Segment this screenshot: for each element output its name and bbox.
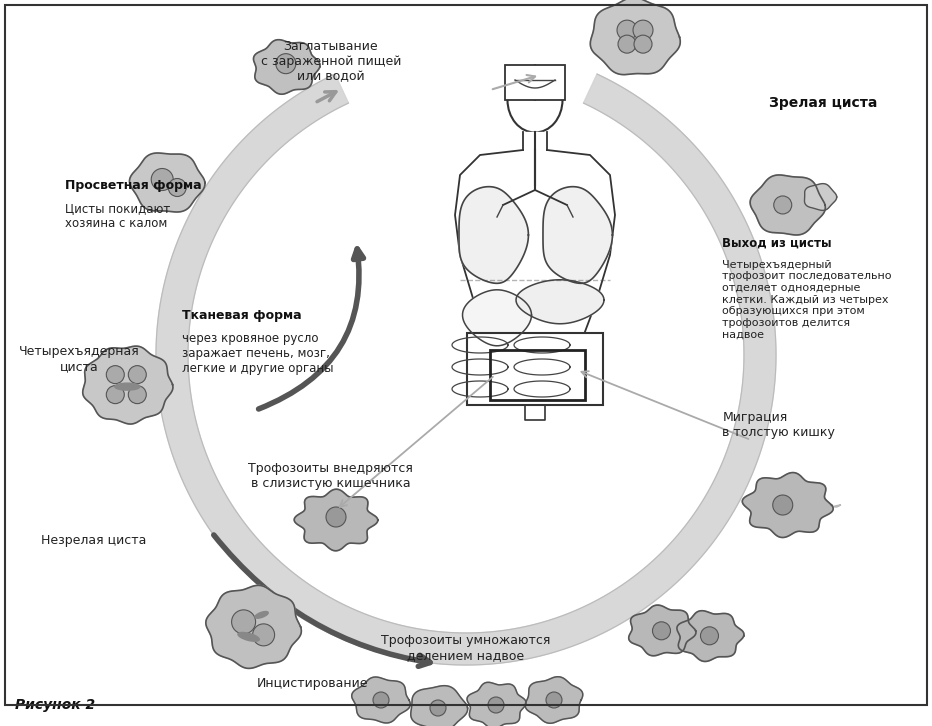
Circle shape — [633, 20, 653, 40]
Polygon shape — [523, 132, 547, 150]
Text: Рисунок 2: Рисунок 2 — [15, 698, 95, 712]
Circle shape — [634, 35, 652, 53]
Bar — [490, 350, 585, 400]
Circle shape — [129, 366, 146, 383]
Circle shape — [617, 20, 637, 40]
Ellipse shape — [238, 632, 259, 641]
Text: Четырехъядерная
циста: Четырехъядерная циста — [19, 346, 140, 373]
Polygon shape — [459, 187, 528, 283]
Polygon shape — [254, 40, 320, 94]
Circle shape — [774, 196, 792, 214]
Circle shape — [106, 386, 124, 404]
Text: Цисты покидают
хозяина с калом: Цисты покидают хозяина с калом — [65, 202, 171, 229]
Polygon shape — [590, 0, 680, 75]
Text: Миграция
в толстую кишку: Миграция в толстую кишку — [722, 411, 835, 439]
Circle shape — [430, 700, 446, 716]
Circle shape — [546, 692, 562, 708]
Text: Выход из цисты: Выход из цисты — [722, 237, 832, 250]
Polygon shape — [677, 611, 744, 661]
Polygon shape — [411, 685, 468, 726]
FancyArrowPatch shape — [213, 535, 430, 666]
Circle shape — [231, 610, 255, 634]
Ellipse shape — [115, 383, 140, 390]
Circle shape — [253, 624, 275, 646]
Circle shape — [106, 366, 124, 383]
Polygon shape — [526, 677, 582, 723]
Bar — [467, 333, 603, 405]
Polygon shape — [804, 184, 837, 211]
Text: Четырехъядерный
трофозоит последовательно
отделяет одноядерные
клетки. Каждый из: Четырехъядерный трофозоит последовательн… — [722, 260, 892, 339]
Circle shape — [151, 168, 173, 190]
Polygon shape — [130, 153, 205, 212]
Circle shape — [276, 54, 295, 73]
Text: Трофозоиты умножаются
делением надвое: Трофозоиты умножаются делением надвое — [381, 635, 551, 662]
Text: через кровяное русло
заражает печень, мозг,
легкие и другие органы: через кровяное русло заражает печень, мо… — [182, 333, 334, 375]
Polygon shape — [295, 489, 377, 551]
Text: Инцистирование: Инцистирование — [256, 677, 368, 690]
Text: Трофозоиты внедряются
в слизистую кишечника: Трофозоиты внедряются в слизистую кишечн… — [249, 462, 413, 489]
Polygon shape — [742, 473, 833, 537]
Bar — [505, 65, 565, 100]
Circle shape — [488, 697, 504, 713]
FancyArrowPatch shape — [258, 249, 363, 409]
Ellipse shape — [255, 611, 268, 619]
Polygon shape — [351, 677, 410, 723]
Polygon shape — [629, 605, 696, 656]
Ellipse shape — [508, 68, 563, 133]
Polygon shape — [455, 150, 615, 405]
Text: Зрелая циста: Зрелая циста — [769, 96, 877, 110]
Polygon shape — [462, 290, 531, 346]
Circle shape — [618, 35, 636, 53]
Circle shape — [326, 507, 346, 527]
Circle shape — [652, 621, 670, 640]
Text: Заглатывание
с зараженной пищей
или водой: Заглатывание с зараженной пищей или водо… — [261, 40, 401, 83]
Text: Незрелая циста: Незрелая циста — [40, 534, 146, 547]
Text: Тканевая форма: Тканевая форма — [182, 309, 301, 322]
Circle shape — [373, 692, 389, 708]
Circle shape — [773, 495, 793, 515]
Polygon shape — [156, 74, 776, 665]
Polygon shape — [750, 175, 826, 235]
Polygon shape — [516, 280, 604, 324]
Circle shape — [701, 627, 719, 645]
Polygon shape — [817, 495, 841, 510]
Polygon shape — [467, 682, 526, 726]
Circle shape — [168, 179, 186, 197]
Polygon shape — [83, 346, 173, 424]
Circle shape — [129, 386, 146, 404]
Polygon shape — [206, 585, 301, 669]
Polygon shape — [543, 187, 612, 283]
Text: Просветная форма: Просветная форма — [65, 179, 202, 192]
